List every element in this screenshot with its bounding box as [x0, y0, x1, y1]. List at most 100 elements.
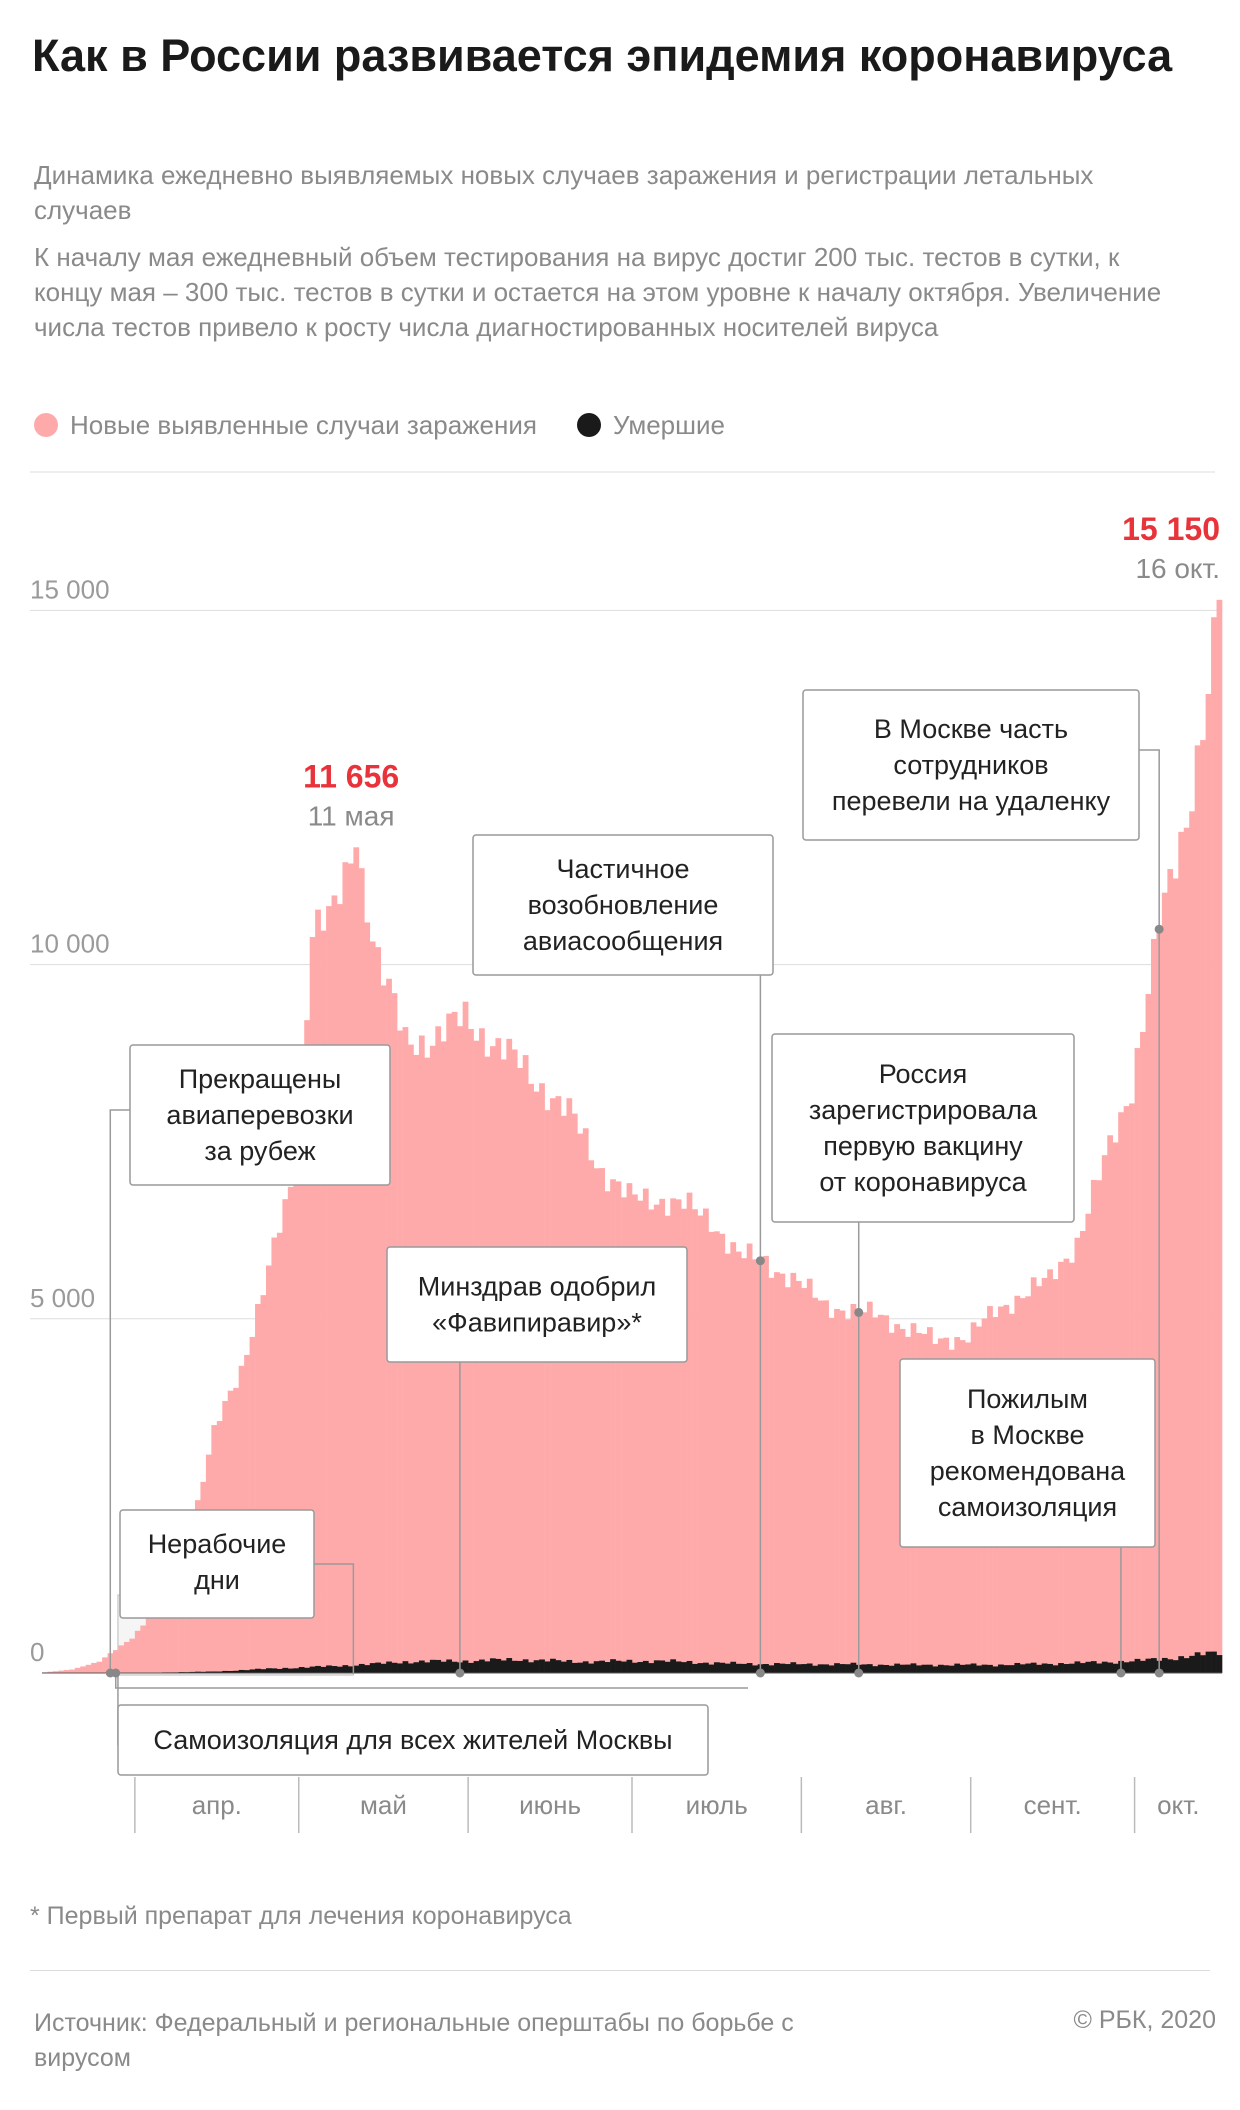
deaths-bar	[954, 1663, 961, 1673]
deaths-bar	[1041, 1663, 1048, 1673]
cases-bar	[724, 1253, 731, 1673]
month-label: авг.	[865, 1790, 907, 1820]
deaths-bar	[905, 1664, 911, 1673]
deaths-bar	[708, 1664, 715, 1673]
annotation-text: зарегистрировала	[809, 1095, 1038, 1125]
deaths-bar	[921, 1664, 928, 1673]
deaths-bar	[244, 1670, 250, 1673]
deaths-bar	[1129, 1661, 1135, 1673]
deaths-bar	[823, 1664, 829, 1673]
deaths-bar	[566, 1659, 573, 1673]
cases-bar	[364, 922, 371, 1673]
deaths-bar	[845, 1664, 851, 1673]
deaths-bar	[1134, 1658, 1141, 1673]
deaths-bar	[555, 1660, 562, 1673]
cases-bar	[790, 1272, 797, 1673]
cases-bar	[823, 1300, 829, 1673]
deaths-bar	[446, 1659, 453, 1673]
deaths-bar	[817, 1664, 824, 1673]
cases-bar	[719, 1233, 726, 1673]
deaths-bar	[200, 1671, 207, 1673]
cases-bar	[129, 1638, 136, 1673]
deaths-bar	[850, 1662, 857, 1673]
cases-bar	[156, 1606, 163, 1673]
deaths-bar	[1019, 1664, 1026, 1673]
deaths-bar	[429, 1659, 436, 1673]
cases-bar	[637, 1200, 644, 1673]
deaths-bar	[1003, 1665, 1010, 1673]
cases-bar	[571, 1113, 578, 1673]
cases-bar	[63, 1670, 70, 1673]
cases-bar	[276, 1232, 283, 1673]
month-label: сент.	[1024, 1790, 1082, 1820]
annotation-date-dot	[1154, 1668, 1164, 1678]
cases-bar	[342, 862, 349, 1673]
copyright: © РБК, 2020	[1073, 2006, 1216, 2034]
deaths-bar	[686, 1660, 693, 1673]
cases-bar	[1205, 693, 1212, 1673]
deaths-bar	[610, 1659, 616, 1673]
cases-bar	[173, 1573, 179, 1673]
deaths-bar	[768, 1665, 775, 1673]
cases-bar	[52, 1671, 59, 1673]
deaths-bar	[987, 1664, 993, 1673]
deaths-bar	[347, 1666, 354, 1673]
deaths-bar	[500, 1660, 507, 1673]
y-tick-label: 0	[30, 1637, 44, 1667]
deaths-bar	[927, 1664, 933, 1673]
deaths-bar	[1101, 1661, 1108, 1673]
cases-bar	[845, 1319, 851, 1673]
deaths-bar	[1112, 1663, 1119, 1673]
peak-date-label: 16 окт.	[1135, 553, 1220, 584]
cases-bar	[358, 868, 365, 1673]
deaths-bar	[692, 1663, 698, 1673]
deaths-bar	[528, 1662, 534, 1673]
deaths-bar	[222, 1670, 229, 1673]
deaths-bar	[298, 1667, 305, 1673]
deaths-bar	[604, 1662, 611, 1673]
annotation-text: сотрудников	[893, 750, 1048, 780]
deaths-bar	[992, 1666, 999, 1673]
cases-bar	[735, 1251, 742, 1673]
deaths-bar	[506, 1658, 513, 1673]
deaths-bar	[413, 1662, 420, 1673]
cases-bar	[375, 947, 382, 1673]
cases-bar	[550, 1098, 556, 1673]
deaths-bar	[1178, 1656, 1185, 1673]
cases-bar	[96, 1661, 103, 1673]
cases-bar	[298, 1082, 305, 1673]
month-label: июнь	[519, 1790, 581, 1820]
deaths-bar	[998, 1664, 1004, 1673]
cases-bar	[517, 1067, 524, 1673]
deaths-bar	[784, 1664, 791, 1673]
deaths-bar	[861, 1664, 868, 1673]
deaths-bar	[664, 1661, 671, 1673]
cases-bar	[1200, 740, 1206, 1673]
deaths-bar	[681, 1662, 687, 1673]
deaths-bar	[970, 1663, 977, 1673]
cases-bar	[1167, 869, 1174, 1673]
deaths-bar	[326, 1665, 332, 1673]
cases-bar	[522, 1055, 529, 1673]
deaths-bar	[883, 1664, 890, 1673]
annotation-text: самоизоляция	[938, 1492, 1117, 1522]
cases-bar	[872, 1317, 879, 1673]
deaths-bar	[211, 1671, 218, 1673]
deaths-bar	[408, 1663, 414, 1673]
deaths-bar	[626, 1659, 633, 1673]
deaths-bar	[1200, 1655, 1206, 1673]
cases-bar	[877, 1314, 884, 1673]
legend-label-deaths: Умершие	[612, 409, 725, 440]
deaths-bar	[320, 1666, 327, 1673]
deaths-bar	[484, 1661, 491, 1673]
annotation-text: Частичное	[557, 854, 690, 884]
deaths-bar	[697, 1663, 704, 1673]
cases-bar	[309, 937, 316, 1673]
deaths-bar	[435, 1659, 442, 1673]
deaths-bar	[1063, 1664, 1070, 1673]
cases-bar	[1178, 831, 1185, 1673]
deaths-bar	[391, 1662, 398, 1673]
legend-item-deaths: Умершие	[576, 409, 725, 441]
chart-description: К началу мая ежедневный объем тестирован…	[34, 242, 1162, 342]
deaths-bar	[1079, 1663, 1086, 1673]
